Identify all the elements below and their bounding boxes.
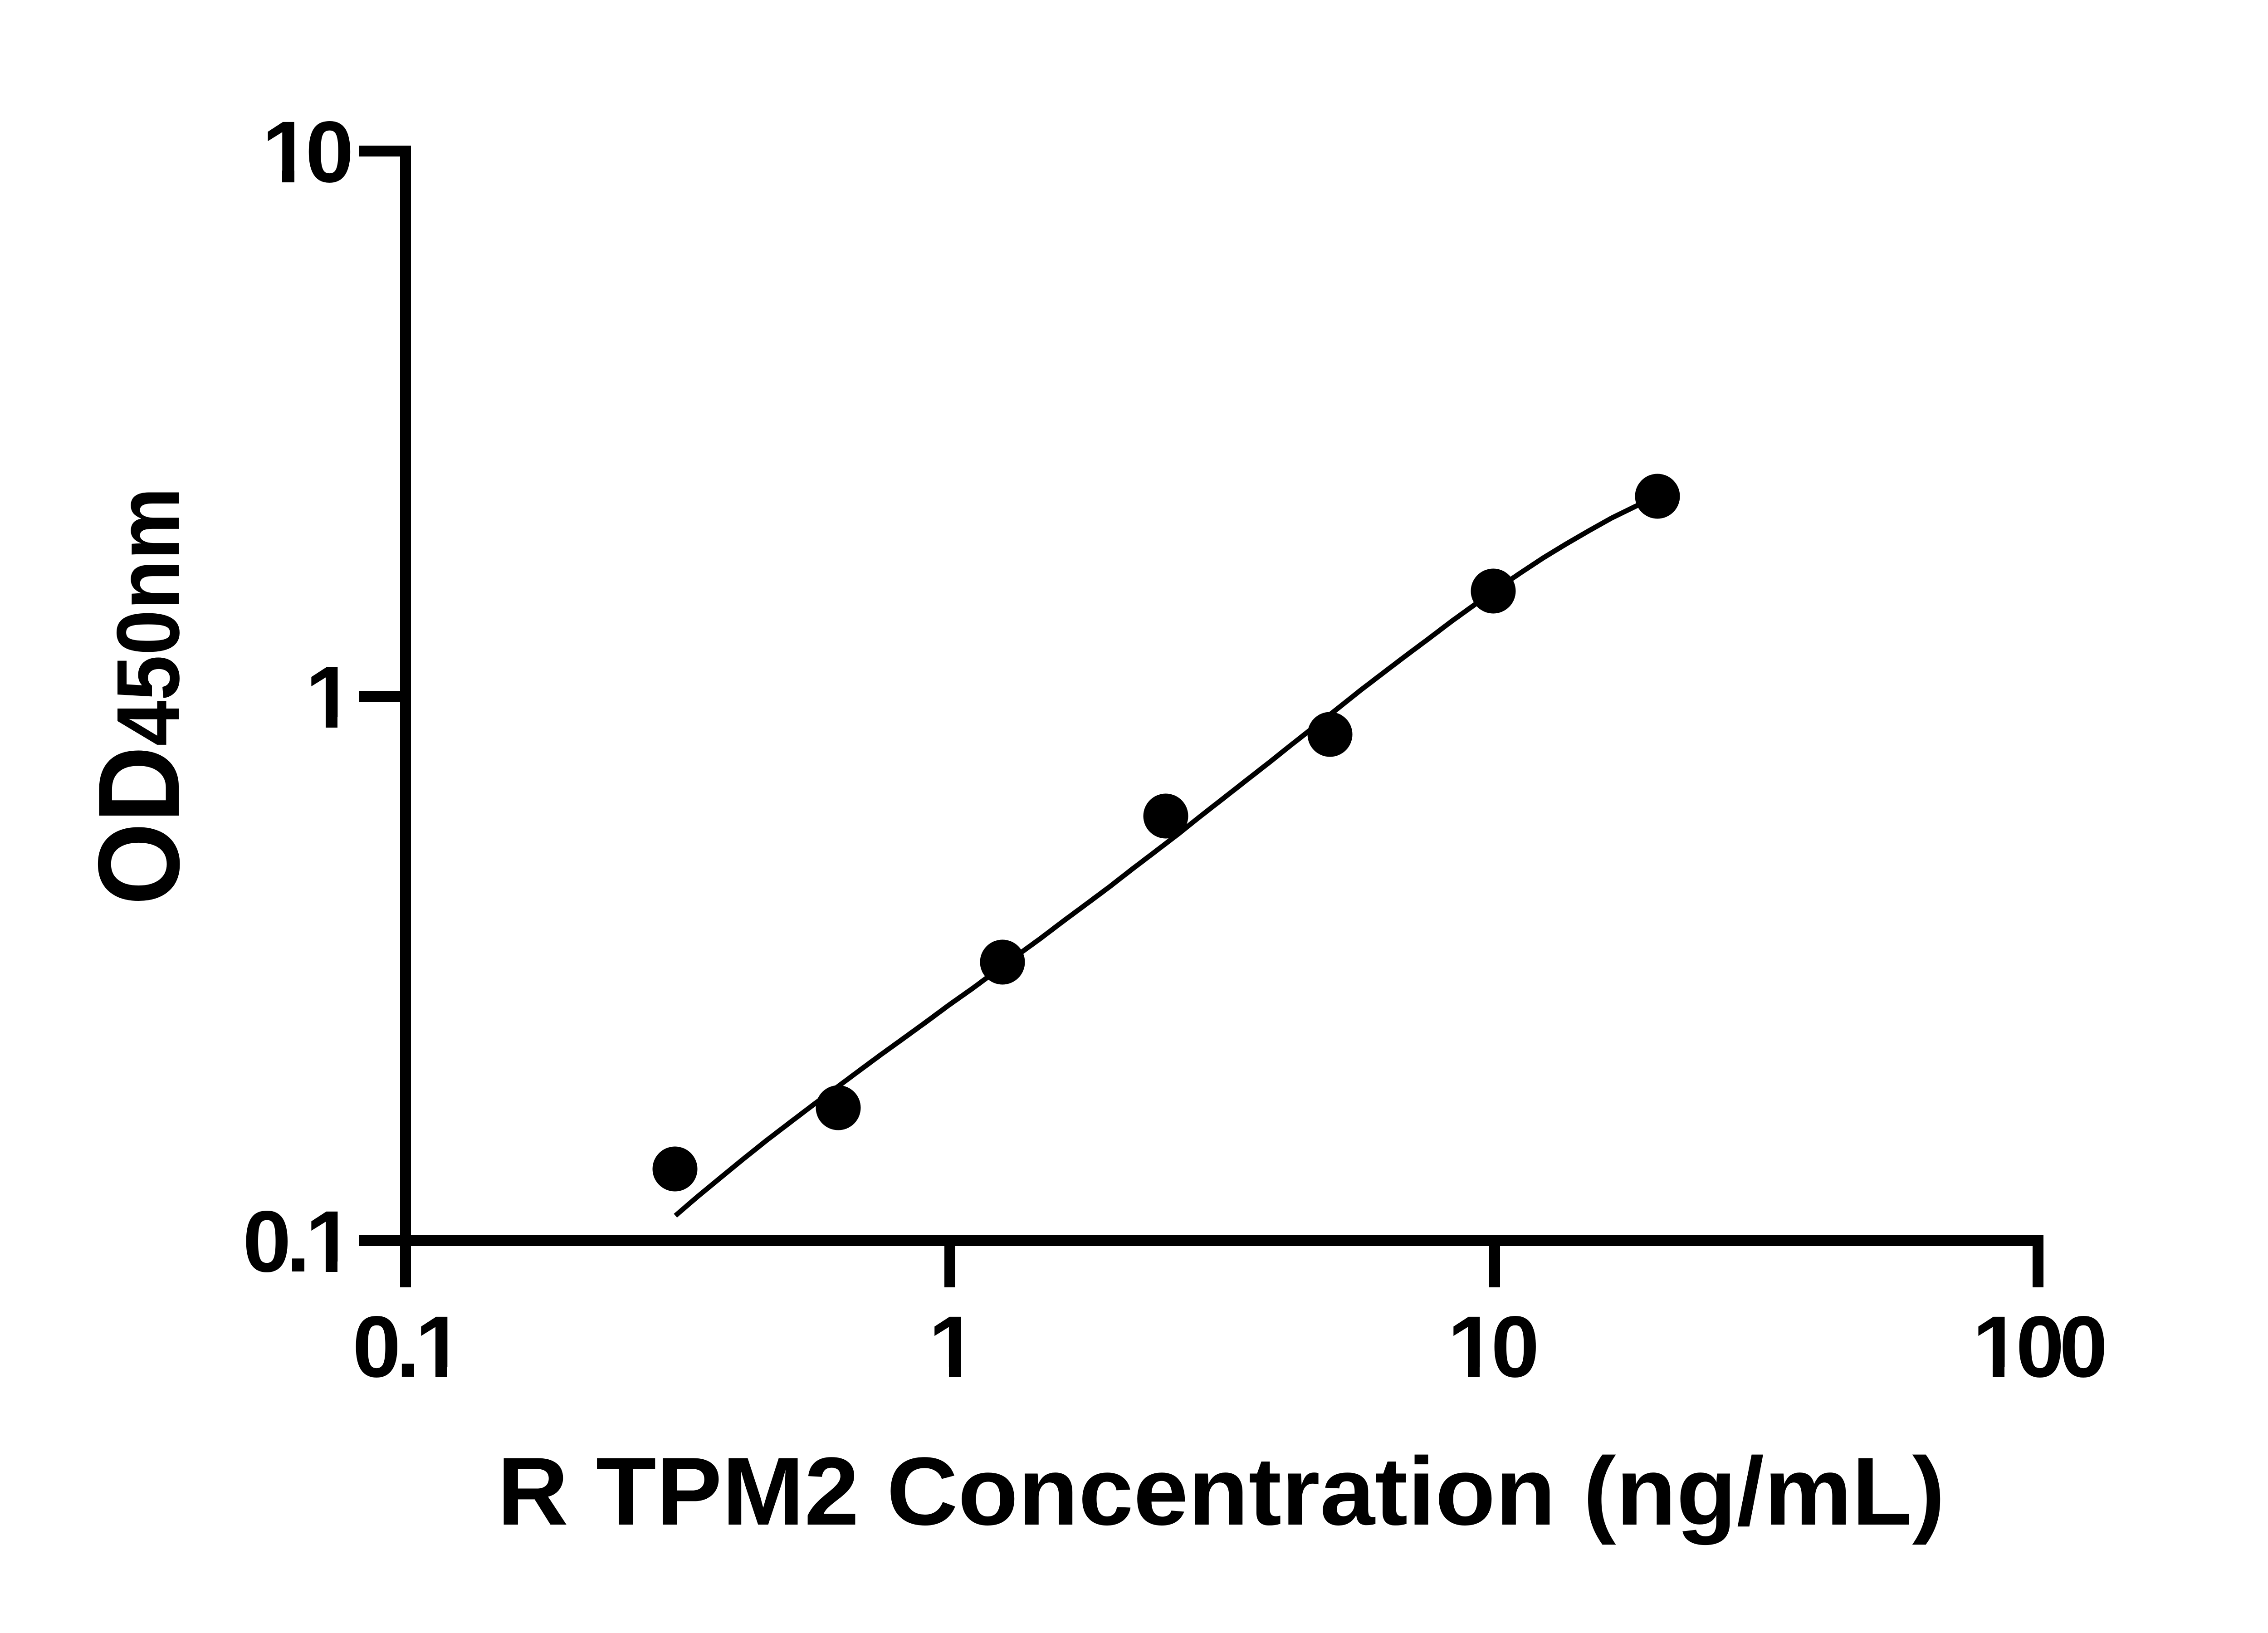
svg-text:10: 10	[1447, 1298, 1536, 1395]
svg-text:R TPM2 Concentration (ng/mL): R TPM2 Concentration (ng/mL)	[497, 1437, 1945, 1545]
svg-text:OD450nm: OD450nm	[74, 487, 204, 905]
svg-text:0.1: 0.1	[243, 1193, 352, 1290]
svg-text:0.1: 0.1	[352, 1298, 461, 1395]
svg-text:10: 10	[262, 103, 350, 200]
svg-text:1: 1	[305, 648, 352, 746]
svg-text:1: 1	[929, 1298, 975, 1395]
svg-text:100: 100	[1972, 1298, 2104, 1395]
